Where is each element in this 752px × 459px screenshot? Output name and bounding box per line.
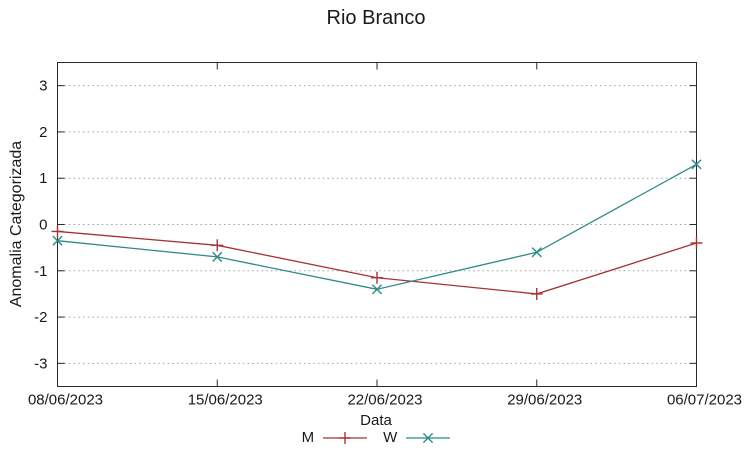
y-tick-label-2: 2	[39, 124, 47, 141]
y-tick-label-1: 1	[39, 170, 47, 187]
y-tick-label-0: 0	[39, 217, 47, 234]
x-tick-label-2: 22/06/2023	[347, 392, 422, 409]
series-W-marker-1	[212, 251, 223, 262]
series-W-marker-4	[691, 159, 702, 170]
x-tick-label-1: 15/06/2023	[188, 392, 263, 409]
series-W-marker-2	[371, 284, 383, 295]
x-tick-label-0: 08/06/2023	[28, 392, 103, 409]
legend-sample-marker-W	[423, 432, 434, 443]
y-tick-label--1: -1	[34, 263, 47, 280]
legend-sample-W	[406, 432, 451, 443]
x-tick-label-4: 06/07/2023	[667, 392, 742, 409]
legend-label-W: W	[383, 429, 398, 446]
legend-entry-W: W	[383, 429, 451, 446]
legend-label-M: M	[301, 429, 315, 446]
legend-sample-M	[323, 431, 368, 444]
x-axis-label: Data	[360, 412, 392, 429]
chart-title: Rio Branco	[326, 7, 426, 29]
legend-entry-M: M	[302, 429, 368, 446]
series-W-marker-0	[52, 235, 63, 246]
series-M-line	[57, 230, 697, 295]
y-tick-label--2: -2	[34, 309, 47, 326]
y-tick-label--3: -3	[34, 355, 47, 372]
series-W-marker-3	[531, 247, 542, 258]
y-tick-label-3: 3	[39, 78, 47, 95]
x-tick-label-3: 29/06/2023	[507, 392, 582, 409]
plot-border	[57, 62, 697, 387]
